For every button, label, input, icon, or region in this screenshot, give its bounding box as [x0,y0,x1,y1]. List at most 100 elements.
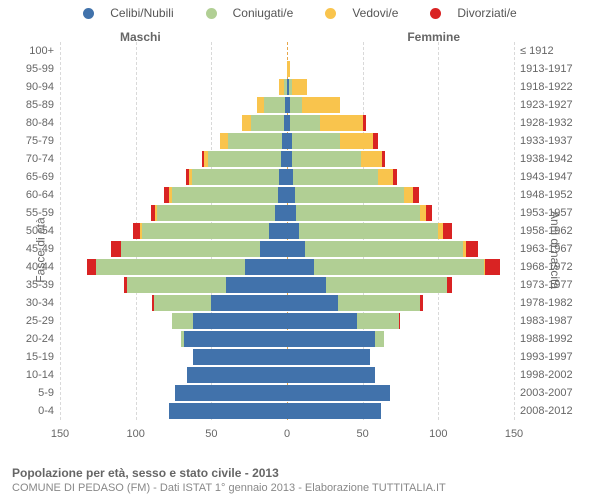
bar-male-celibi [211,295,287,311]
bar-female-divorziati [443,223,452,239]
pyramid-row: 25-291983-1987 [60,312,514,330]
bar-female-coniugati [290,115,320,131]
pyramid-row: 0-42008-2012 [60,402,514,420]
legend-item-divorziati: Divorziati/e [422,6,524,20]
age-label: 100+ [14,42,54,60]
legend-swatch [206,8,217,19]
bar-male-divorziati [186,169,189,185]
bar-male-coniugati [172,313,193,329]
birth-year-label: 1923-1927 [520,96,573,114]
x-tick-label: 50 [357,428,369,440]
bar-female-vedovi [340,133,373,149]
bar-male-coniugati [251,115,284,131]
bar-male-celibi [184,331,287,347]
pyramid-row: 15-191993-1997 [60,348,514,366]
age-label: 55-59 [14,204,54,222]
legend-label: Vedovi/e [352,6,398,20]
bar-male-coniugati [142,223,269,239]
bar-female-vedovi [287,61,290,77]
legend-swatch [430,8,441,19]
x-tick-label: 50 [205,428,217,440]
footer-subtitle: COMUNE DI PEDASO (FM) - Dati ISTAT 1° ge… [12,482,446,494]
pyramid-row: 90-941918-1922 [60,78,514,96]
bar-female-divorziati [426,205,432,221]
age-label: 10-14 [14,366,54,384]
bar-female-vedovi [302,97,340,113]
birth-year-label: 2003-2007 [520,384,573,402]
age-label: 45-49 [14,240,54,258]
bar-female-celibi [287,385,390,401]
birth-year-label: 1918-1922 [520,78,573,96]
bar-female-celibi [287,295,338,311]
birth-year-label: 1988-1992 [520,330,573,348]
x-tick-label: 150 [51,428,69,440]
bar-male-celibi [260,241,287,257]
legend-swatch [83,8,94,19]
x-tick-label: 150 [505,428,523,440]
bar-male-coniugati [154,295,212,311]
bar-male-divorziati [111,241,120,257]
age-label: 75-79 [14,132,54,150]
age-label: 25-29 [14,312,54,330]
age-label: 85-89 [14,96,54,114]
bar-male-coniugati [228,133,282,149]
bar-male-vedovi [189,169,192,185]
age-label: 95-99 [14,60,54,78]
age-label: 90-94 [14,78,54,96]
bar-female-coniugati [296,205,420,221]
bar-male-celibi [193,349,287,365]
bar-male-vedovi [279,79,284,95]
bar-female-divorziati [373,133,378,149]
bar-female-divorziati [420,295,423,311]
bar-male-vedovi [155,205,157,221]
bar-male-celibi [275,205,287,221]
bar-male-celibi [245,259,287,275]
birth-year-label: 1933-1937 [520,132,573,150]
chart-footer: Popolazione per età, sesso e stato civil… [12,466,446,494]
bar-female-celibi [287,349,370,365]
bar-female-celibi [287,403,381,419]
bar-male-vedovi [242,115,251,131]
bar-male-celibi [193,313,287,329]
birth-year-label: 1938-1942 [520,150,573,168]
bar-female-coniugati [338,295,420,311]
bar-female-divorziati [399,313,401,329]
bar-male-coniugati [127,277,227,293]
bar-male-coniugati [172,187,278,203]
pyramid-row: 20-241988-1992 [60,330,514,348]
bar-male-coniugati [264,97,285,113]
birth-year-label: 1968-1972 [520,258,573,276]
bar-male-celibi [269,223,287,239]
age-label: 70-74 [14,150,54,168]
bar-female-celibi [287,313,357,329]
bar-female-coniugati [293,169,378,185]
legend-item-vedovi: Vedovi/e [317,6,406,20]
bar-female-coniugati [357,313,399,329]
bar-male-coniugati [157,205,275,221]
bar-female-coniugati [305,241,462,257]
x-tick-label: 100 [126,428,144,440]
pyramid-row: 65-691943-1947 [60,168,514,186]
pyramid-row: 5-92003-2007 [60,384,514,402]
x-tick-label: 100 [429,428,447,440]
bar-male-divorziati [87,259,96,275]
bar-male-divorziati [124,277,127,293]
birth-year-label: ≤ 1912 [520,42,554,60]
age-label: 60-64 [14,186,54,204]
bar-female-divorziati [413,187,419,203]
pyramid-row: 100+≤ 1912 [60,42,514,60]
pyramid-row: 80-841928-1932 [60,114,514,132]
pyramid-row: 70-741938-1942 [60,150,514,168]
bar-female-celibi [287,277,326,293]
bar-male-divorziati [202,151,204,167]
birth-year-label: 1958-1962 [520,222,573,240]
age-label: 15-19 [14,348,54,366]
birth-year-label: 1943-1947 [520,168,573,186]
legend-item-coniugati: Coniugati/e [198,6,302,20]
pyramid-row: 85-891923-1927 [60,96,514,114]
bar-female-celibi [287,331,375,347]
birth-year-label: 1948-1952 [520,186,573,204]
age-label: 5-9 [14,384,54,402]
bar-female-divorziati [447,277,452,293]
bar-female-divorziati [382,151,385,167]
